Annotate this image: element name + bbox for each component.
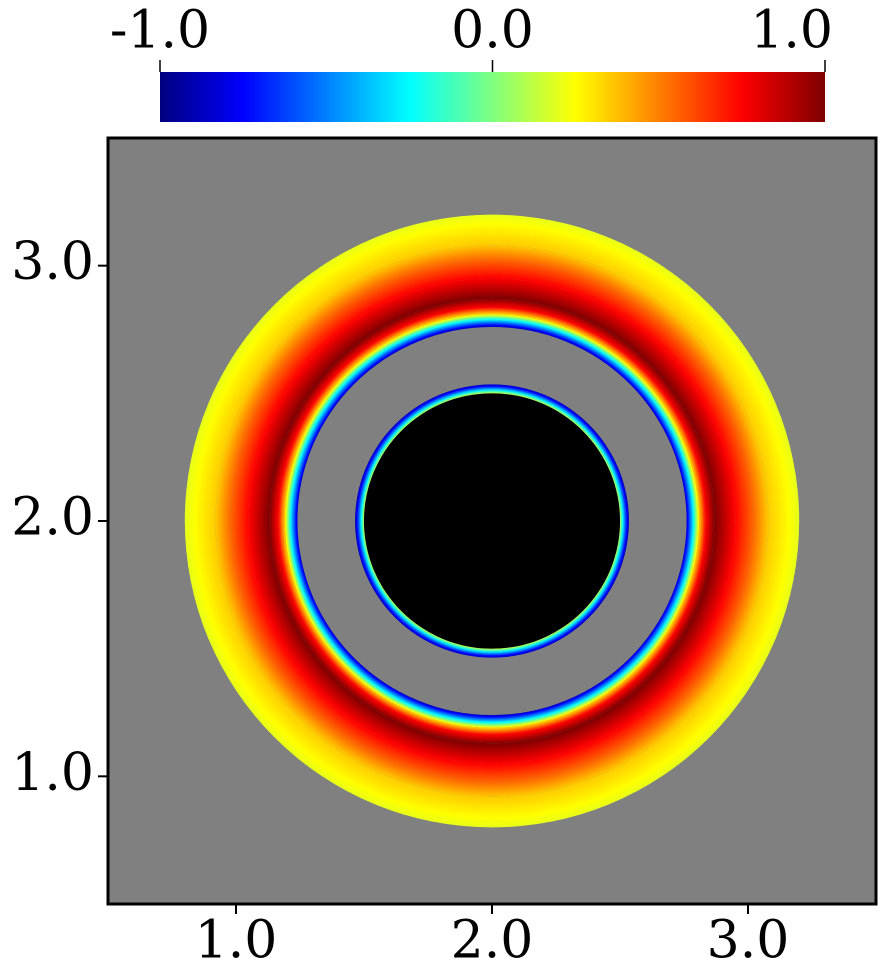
- x-tick-label: 3.0: [707, 911, 790, 968]
- solid-disk: [364, 393, 620, 649]
- y-tick-label: 3.0: [11, 232, 94, 292]
- colorbar-tick-label: -1.0: [110, 1, 210, 61]
- colorbar-tick-label: 1.0: [750, 1, 833, 61]
- y-tick-label: 1.0: [11, 743, 94, 803]
- colorbar: [160, 72, 825, 122]
- y-tick-label: 2.0: [11, 488, 94, 548]
- x-tick-label: 1.0: [195, 911, 278, 968]
- x-tick-label: 2.0: [451, 911, 534, 968]
- colorbar-tick-label: 0.0: [451, 1, 534, 61]
